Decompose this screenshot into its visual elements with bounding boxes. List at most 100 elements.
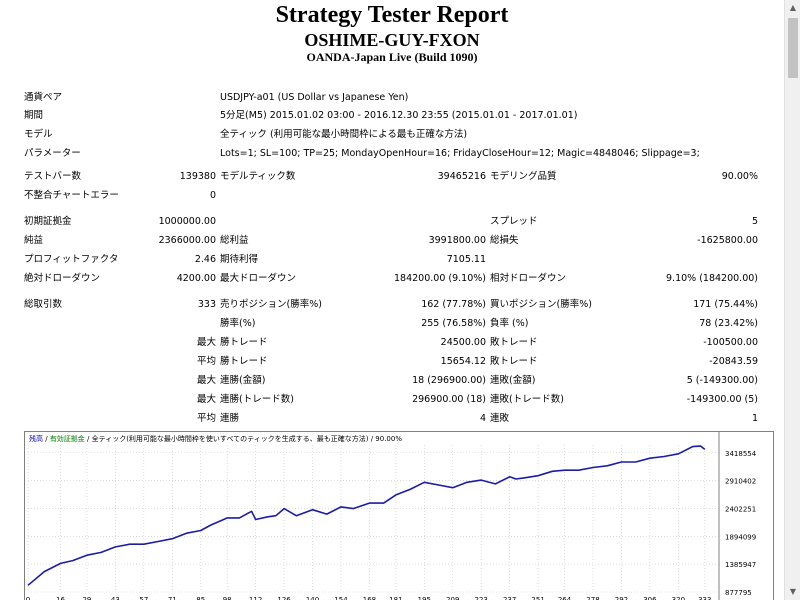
y-tick-label: 1894099 bbox=[725, 533, 756, 541]
avg-win-value: 15654.12 bbox=[440, 356, 486, 367]
vertical-scrollbar[interactable]: ▲ ▼ bbox=[784, 0, 800, 600]
expected-payoff-label: 期待利得 bbox=[220, 254, 259, 265]
params-label: パラメーター bbox=[24, 148, 81, 159]
symbol-value: USDJPY-a01 (US Dollar vs Japanese Yen) bbox=[220, 92, 409, 103]
x-tick-label: 320 bbox=[672, 596, 685, 600]
max-drawdown-value: 184200.00 (9.10%) bbox=[394, 273, 486, 284]
avg-cons-win-value: 4 bbox=[479, 413, 486, 424]
x-tick-label: 333 bbox=[698, 596, 711, 600]
avg-cons-win-label: 連勝 bbox=[220, 413, 240, 424]
avg-label: 平均 bbox=[196, 356, 216, 367]
cons-loss-trades-label: 連敗(トレード数) bbox=[490, 394, 564, 405]
x-tick-label: 292 bbox=[615, 596, 628, 600]
rel-drawdown-label: 相対ドローダウン bbox=[490, 273, 567, 284]
max-loss-label: 敗トレード bbox=[490, 337, 538, 348]
x-tick-label: 43 bbox=[111, 596, 120, 600]
max-label: 最大 bbox=[196, 337, 216, 348]
win-rate-label: 勝率(%) bbox=[220, 318, 256, 329]
rel-drawdown-value: 9.10% (184200.00) bbox=[666, 273, 758, 284]
legend-model-info: 全ティック(利用可能な最小時間枠を使いすべてのティックを生成する、最も正確な方法… bbox=[91, 435, 402, 443]
expected-payoff-value: 7105.11 bbox=[446, 254, 486, 265]
gross-loss-value: -1625800.00 bbox=[697, 235, 758, 246]
cons-loss-amount-label: 連敗(金額) bbox=[490, 375, 536, 386]
scroll-up-icon[interactable]: ▲ bbox=[789, 3, 797, 12]
total-trades-label: 総取引数 bbox=[24, 299, 63, 310]
mismatch-value: 0 bbox=[209, 190, 216, 201]
x-tick-label: 71 bbox=[168, 596, 177, 600]
cons-loss-trades-value: -149300.00 (5) bbox=[686, 394, 758, 405]
short-positions-label: 売りポジション(勝率%) bbox=[220, 299, 322, 310]
cons-win-amount-label: 連勝(金額) bbox=[220, 375, 266, 386]
bars-label: テストバー数 bbox=[24, 171, 82, 182]
win-rate-value: 255 (76.58%) bbox=[421, 318, 486, 329]
cons-win-trades-label: 連勝(トレード数) bbox=[220, 394, 294, 405]
long-positions-label: 買いポジション(勝率%) bbox=[490, 299, 592, 310]
x-tick-label: 85 bbox=[196, 596, 205, 600]
x-tick-label: 16 bbox=[56, 596, 65, 600]
avg-cons-loss-value: 1 bbox=[751, 413, 758, 424]
x-tick-label: 98 bbox=[223, 596, 232, 600]
avg-loss-value: -20843.59 bbox=[709, 356, 758, 367]
x-tick-label: 195 bbox=[418, 596, 431, 600]
total-trades-value: 333 bbox=[197, 299, 216, 310]
x-tick-label: 168 bbox=[363, 596, 376, 600]
legend-balance: 残高 bbox=[29, 435, 43, 443]
symbol-label: 通貨ペア bbox=[24, 92, 63, 103]
x-tick-label: 278 bbox=[586, 596, 599, 600]
profit-factor-label: プロフィットファクタ bbox=[24, 254, 119, 265]
avg-cons-loss-label: 連敗 bbox=[490, 413, 510, 424]
y-tick-label: 3418554 bbox=[725, 450, 757, 458]
legend-equity: 有効証拠金 bbox=[49, 435, 85, 443]
x-tick-label: 237 bbox=[503, 596, 516, 600]
x-tick-label: 140 bbox=[306, 596, 319, 600]
max-win-value: 24500.00 bbox=[440, 337, 486, 348]
avg-loss-label: 敗トレード bbox=[490, 356, 538, 367]
balance-chart-svg: 0 16 29 43 57 71 85 98 112 126 140 154 168 181 195 209 2… bbox=[26, 432, 757, 600]
gross-profit-value: 3991800.00 bbox=[428, 235, 486, 246]
balance-series-line bbox=[27, 445, 706, 586]
y-tick-label: 2402251 bbox=[725, 505, 756, 513]
loss-rate-label: 負率 (%) bbox=[490, 318, 529, 329]
ticks-label: モデルティック数 bbox=[220, 171, 296, 182]
ticks-value: 39465216 bbox=[437, 171, 486, 182]
net-profit-value: 2366000.00 bbox=[158, 235, 216, 246]
x-tick-label: 29 bbox=[82, 596, 91, 600]
spread-value: 5 bbox=[751, 216, 758, 227]
quality-value: 90.00% bbox=[721, 171, 758, 182]
avg-label-2: 平均 bbox=[196, 413, 216, 424]
ea-name: OSHIME-GUY-FXON bbox=[304, 30, 480, 50]
x-tick-label: 0 bbox=[26, 596, 30, 600]
y-tick-label: 877795 bbox=[725, 589, 752, 597]
x-tick-label: 126 bbox=[277, 596, 291, 600]
cons-win-trades-value: 296900.00 (18) bbox=[412, 394, 486, 405]
report-title: Strategy Tester Report bbox=[275, 2, 509, 28]
x-tick-label: 57 bbox=[139, 596, 148, 600]
model-label: モデル bbox=[24, 129, 53, 140]
balance-chart: 0 16 29 43 57 71 85 98 112 126 140 154 168 181 195 209 2… bbox=[24, 431, 774, 600]
long-positions-value: 171 (75.44%) bbox=[693, 299, 758, 310]
x-tick-label: 112 bbox=[249, 596, 262, 600]
scroll-thumb[interactable] bbox=[788, 18, 798, 78]
y-tick-label: 2910402 bbox=[725, 478, 756, 486]
profit-factor-value: 2.46 bbox=[194, 254, 216, 265]
scroll-down-icon[interactable]: ▼ bbox=[789, 587, 797, 596]
period-label: 期間 bbox=[24, 110, 44, 121]
quality-label: モデリング品質 bbox=[490, 171, 557, 182]
max-drawdown-label: 最大ドローダウン bbox=[220, 273, 297, 284]
mismatch-label: 不整合チャートエラー bbox=[24, 190, 119, 201]
x-tick-label: 154 bbox=[334, 596, 348, 600]
max-win-label: 勝トレード bbox=[220, 337, 268, 348]
x-tick-label: 181 bbox=[389, 596, 402, 600]
max-label-2: 最大 bbox=[196, 375, 216, 386]
x-tick-label: 251 bbox=[531, 596, 544, 600]
legend-separator: / bbox=[84, 435, 92, 443]
deposit-value: 1000000.00 bbox=[158, 216, 216, 227]
y-tick-label: 1385947 bbox=[725, 561, 756, 569]
deposit-label: 初期証拠金 bbox=[24, 216, 72, 227]
legend-separator: / bbox=[43, 435, 50, 443]
max-loss-value: -100500.00 bbox=[703, 337, 758, 348]
loss-rate-value: 78 (23.42%) bbox=[699, 318, 758, 329]
net-profit-label: 純益 bbox=[24, 235, 44, 246]
abs-drawdown-value: 4200.00 bbox=[176, 273, 216, 284]
